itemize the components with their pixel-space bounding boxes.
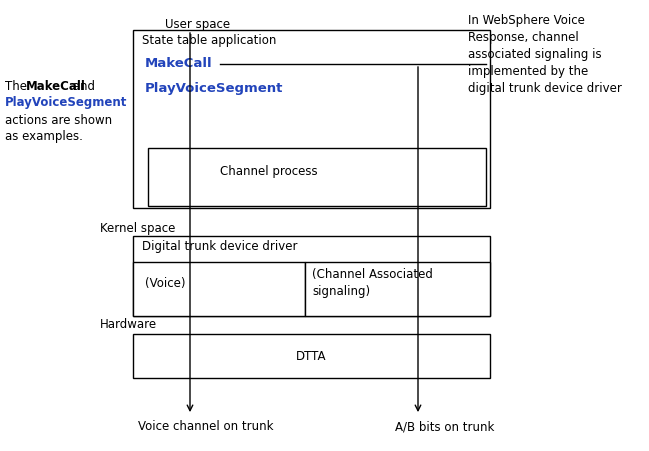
Text: The: The (5, 80, 31, 93)
Text: (Voice): (Voice) (145, 277, 186, 290)
Text: Kernel space: Kernel space (100, 222, 175, 235)
Text: actions are shown: actions are shown (5, 114, 112, 127)
Text: (Channel Associated
signaling): (Channel Associated signaling) (312, 268, 433, 298)
Text: MakeCall: MakeCall (26, 80, 86, 93)
Bar (133, 236, 490, 316)
Text: PlayVoiceSegment: PlayVoiceSegment (145, 82, 284, 95)
Text: Hardware: Hardware (100, 318, 157, 331)
Bar (305, 262, 490, 316)
Text: as examples.: as examples. (5, 130, 83, 143)
Bar (133, 262, 305, 316)
Text: Digital trunk device driver: Digital trunk device driver (142, 240, 297, 253)
Text: Channel process: Channel process (220, 166, 317, 179)
Bar (133, 334, 490, 378)
Text: In WebSphere Voice
Response, channel
associated signaling is
implemented by the
: In WebSphere Voice Response, channel ass… (468, 14, 622, 95)
Bar (133, 30, 490, 208)
Text: DTTA: DTTA (296, 350, 326, 363)
Text: A/B bits on trunk: A/B bits on trunk (395, 420, 495, 433)
Bar (148, 148, 486, 206)
Text: User space: User space (165, 18, 230, 31)
Text: Voice channel on trunk: Voice channel on trunk (138, 420, 273, 433)
Text: State table application: State table application (142, 34, 276, 47)
Text: MakeCall: MakeCall (145, 57, 213, 70)
Text: PlayVoiceSegment: PlayVoiceSegment (5, 96, 127, 109)
Text: and: and (69, 80, 95, 93)
